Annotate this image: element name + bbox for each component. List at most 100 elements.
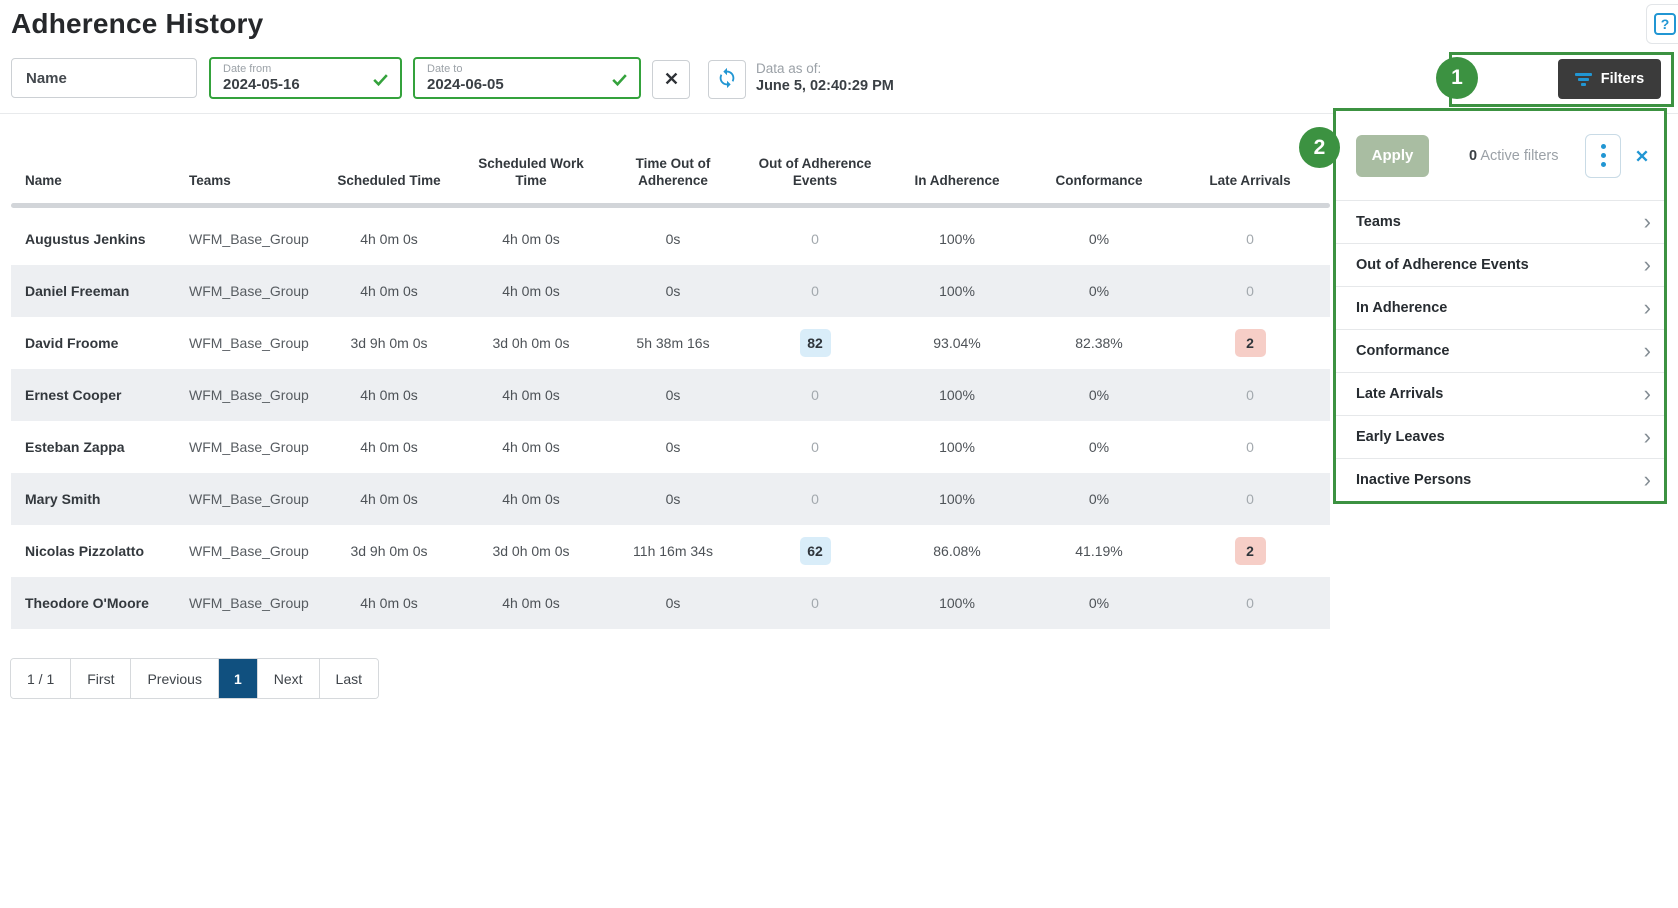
cell-late-arrivals: 2	[1170, 317, 1330, 369]
refresh-sync-icon	[716, 67, 738, 92]
date-from-field[interactable]: Date from 2024-05-16	[209, 57, 402, 99]
cell-in-adherence: 93.04%	[933, 335, 981, 351]
cell-scheduled-work-time: 4h 0m 0s	[460, 577, 602, 629]
valid-check-icon	[371, 70, 390, 94]
cell-in-adherence: 100%	[886, 473, 1028, 525]
filter-item-early-leaves[interactable]: Early Leaves ›	[1336, 415, 1664, 458]
cell-name: Augustus Jenkins	[25, 231, 146, 247]
cell-team: WFM_Base_Group	[189, 543, 309, 559]
apply-filters-button[interactable]: Apply	[1356, 134, 1429, 177]
toolbar-divider	[0, 113, 1678, 114]
filter-item-out-of-adherence-events[interactable]: Out of Adherence Events ›	[1336, 243, 1664, 286]
current-page-button[interactable]: 1	[218, 659, 258, 698]
cell-team: WFM_Base_Group	[175, 265, 318, 317]
count-value: 0	[1246, 387, 1254, 403]
cell-time-out-of-adherence: 0s	[602, 369, 744, 421]
filter-item-in-adherence[interactable]: In Adherence ›	[1336, 286, 1664, 329]
date-to-label: Date to	[427, 63, 463, 75]
cell-name: Theodore O'Moore	[11, 577, 175, 629]
help-button[interactable]: ?	[1646, 4, 1678, 44]
filters-button[interactable]: Filters	[1558, 59, 1661, 99]
column-header-name: Name	[25, 173, 62, 188]
active-filters-label: Active filters	[1480, 147, 1559, 164]
data-as-of: Data as of: June 5, 02:40:29 PM	[756, 60, 894, 96]
count-value: 0	[1246, 595, 1254, 611]
cell-late-arrivals: 0	[1170, 577, 1330, 629]
last-page-button[interactable]: Last	[319, 659, 378, 698]
cell-late-arrivals: 0	[1170, 265, 1330, 317]
table-row[interactable]: Mary Smith WFM_Base_Group 4h 0m 0s 4h 0m 0s…	[11, 473, 1330, 525]
refresh-button[interactable]	[708, 60, 746, 99]
count-value: 0	[811, 283, 819, 299]
help-icon: ?	[1654, 13, 1676, 35]
cell-team: WFM_Base_Group	[189, 439, 309, 455]
cell-in-adherence: 100%	[886, 577, 1028, 629]
cell-in-adherence: 100%	[939, 231, 975, 247]
cell-time-out-of-adherence: 0s	[602, 577, 744, 629]
next-page-button[interactable]: Next	[257, 659, 320, 698]
cell-team: WFM_Base_Group	[189, 335, 309, 351]
column-header-out-of-adherence-events: Out of Adherence Events	[758, 156, 872, 188]
cell-scheduled-time: 4h 0m 0s	[360, 439, 418, 455]
cell-out-of-adherence-events: 0	[744, 577, 886, 629]
column-header-time-out-of-adherence: Time Out of Adherence	[635, 156, 711, 188]
filter-item-label: Inactive Persons	[1356, 472, 1472, 488]
filter-item-late-arrivals[interactable]: Late Arrivals ›	[1336, 372, 1664, 415]
cell-scheduled-time: 4h 0m 0s	[318, 265, 460, 317]
cell-conformance: 0%	[1028, 265, 1170, 317]
close-filters-button[interactable]	[1634, 148, 1650, 164]
cell-scheduled-time: 3d 9h 0m 0s	[350, 335, 428, 351]
count-value: 0	[1246, 231, 1254, 247]
table-header-scrollbar[interactable]	[11, 203, 1330, 208]
date-from-label: Date from	[223, 63, 272, 75]
filters-panel-header: Apply 0 Active filters	[1336, 111, 1664, 200]
filter-item-inactive-persons[interactable]: Inactive Persons ›	[1336, 458, 1664, 501]
table-row[interactable]: David Froome WFM_Base_Group 3d 9h 0m 0s 3d …	[11, 317, 1330, 369]
filter-item-label: Out of Adherence Events	[1356, 257, 1529, 273]
clear-dates-button[interactable]	[652, 60, 690, 99]
table-header-row: Name Teams Scheduled Time Scheduled Work Ti…	[11, 115, 1330, 203]
table-row[interactable]: Ernest Cooper WFM_Base_Group 4h 0m 0s 4h 0m…	[11, 369, 1330, 421]
cell-out-of-adherence-events: 0	[744, 265, 886, 317]
cell-time-out-of-adherence: 0s	[665, 439, 681, 455]
cell-name: David Froome	[25, 335, 119, 351]
page-title: Adherence History	[11, 8, 264, 39]
adherence-table: Name Teams Scheduled Time Scheduled Work Ti…	[11, 115, 1330, 629]
pagination: 1 / 1 First Previous 1 Next Last	[10, 658, 379, 699]
previous-page-button[interactable]: Previous	[131, 659, 219, 698]
cell-time-out-of-adherence: 0s	[602, 473, 744, 525]
cell-conformance: 0%	[1088, 231, 1110, 247]
count-value: 0	[1246, 491, 1254, 507]
cell-team: WFM_Base_Group	[189, 231, 309, 247]
data-as-of-value: June 5, 02:40:29 PM	[756, 78, 894, 94]
table-row[interactable]: Esteban Zappa WFM_Base_Group 4h 0m 0s 4h 0m…	[11, 421, 1330, 473]
filter-item-teams[interactable]: Teams ›	[1336, 200, 1664, 243]
date-to-field[interactable]: Date to 2024-06-05	[413, 57, 641, 99]
column-header-conformance: Conformance	[1055, 173, 1143, 188]
cell-conformance: 0%	[1028, 369, 1170, 421]
column-header-in-adherence: In Adherence	[914, 173, 1000, 188]
first-page-button[interactable]: First	[71, 659, 132, 698]
count-value: 0	[1246, 283, 1254, 299]
column-header-late-arrivals: Late Arrivals	[1209, 173, 1291, 188]
table-row[interactable]: Nicolas Pizzolatto WFM_Base_Group 3d 9h 0m…	[11, 525, 1330, 577]
count-value: 0	[811, 231, 819, 247]
close-icon	[1636, 149, 1648, 162]
cell-name: Mary Smith	[11, 473, 175, 525]
table-row[interactable]: Daniel Freeman WFM_Base_Group 4h 0m 0s 4h 0…	[11, 265, 1330, 317]
chevron-right-icon: ›	[1643, 424, 1651, 449]
chevron-right-icon: ›	[1643, 295, 1651, 320]
name-search-input[interactable]	[11, 58, 197, 98]
cell-conformance: 0%	[1028, 473, 1170, 525]
count-badge: 82	[799, 329, 831, 357]
cell-scheduled-time: 4h 0m 0s	[318, 369, 460, 421]
filter-item-conformance[interactable]: Conformance ›	[1336, 329, 1664, 372]
table-row[interactable]: Theodore O'Moore WFM_Base_Group 4h 0m 0s 4h…	[11, 577, 1330, 629]
count-value: 0	[811, 387, 819, 403]
filter-icon	[1574, 72, 1592, 86]
filters-button-label: Filters	[1600, 71, 1645, 87]
filter-item-label: Late Arrivals	[1356, 386, 1444, 402]
filters-menu-button[interactable]	[1585, 133, 1621, 178]
filter-item-label: In Adherence	[1356, 300, 1448, 316]
table-row[interactable]: Augustus Jenkins WFM_Base_Group 4h 0m 0s 4h…	[11, 213, 1330, 265]
